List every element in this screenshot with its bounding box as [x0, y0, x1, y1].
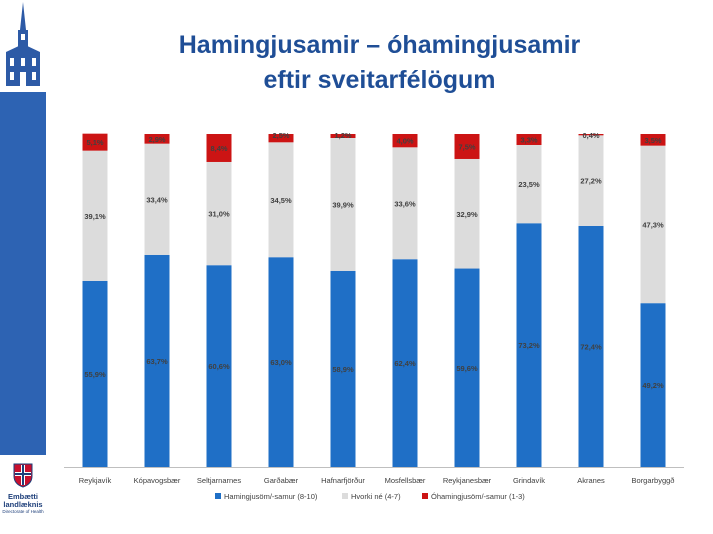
bar-segment-3-7	[454, 134, 480, 159]
bar-segment-2-8	[516, 144, 542, 224]
data-label-1-4: 63,0%	[270, 358, 292, 367]
bar-segment-3-6	[392, 134, 418, 148]
logo-name-line1: Embætti	[8, 492, 38, 501]
bar-segment-1-7	[454, 268, 480, 467]
data-label-3-9: 0,4%	[582, 131, 599, 140]
bar-segment-2-9	[578, 135, 604, 226]
bar-segment-3-8	[516, 134, 542, 145]
data-label-2-10: 47,3%	[642, 220, 664, 229]
data-label-1-6: 62,4%	[394, 359, 416, 368]
data-label-1-2: 63,7%	[146, 357, 168, 366]
data-label-2-8: 23,5%	[518, 180, 540, 189]
data-label-1-9: 72,4%	[580, 342, 602, 351]
x-tick-label-6: Mosfellsbær	[385, 476, 426, 485]
title-line-2: eftir sveitarfélögum	[263, 66, 496, 94]
bar-segment-1-1	[82, 280, 108, 467]
bar-segment-1-6	[392, 259, 418, 467]
x-tick-label-9: Akranes	[577, 476, 605, 485]
data-label-3-6: 4,0%	[396, 137, 413, 146]
data-label-1-5: 58,9%	[332, 365, 354, 374]
data-label-1-7: 59,6%	[456, 364, 478, 373]
bar-segment-3-9	[578, 134, 604, 136]
embaetti-landlaeknis-logo: Embætti landlæknis Directorate of Health	[0, 462, 46, 532]
data-label-2-7: 32,9%	[456, 210, 478, 219]
bar-segment-3-5	[330, 134, 356, 138]
bar-segment-1-10	[640, 303, 666, 467]
church-illustration	[0, 0, 46, 92]
bar-segment-1-3	[206, 265, 232, 467]
legend-label-2: Hvorki né (4-7)	[351, 492, 401, 501]
bar-segment-2-4	[268, 142, 294, 258]
bar-segment-3-2	[144, 134, 170, 144]
x-tick-label-7: Reykjanesbær	[443, 476, 492, 485]
data-label-3-7: 7,5%	[458, 142, 475, 151]
data-label-3-2: 2,9%	[148, 135, 165, 144]
legend-label-3: Óhamingjusöm/-samur (1-3)	[431, 492, 525, 501]
data-label-2-6: 33,6%	[394, 199, 416, 208]
bar-segment-2-5	[330, 137, 356, 271]
bar-segment-1-4	[268, 257, 294, 467]
bar-segment-2-3	[206, 161, 232, 266]
data-label-1-10: 49,2%	[642, 381, 664, 390]
data-label-3-5: 1,2%	[334, 131, 351, 140]
bar-segment-1-2	[144, 254, 170, 467]
bar-segment-3-10	[640, 134, 666, 146]
bar-segment-1-8	[516, 223, 542, 467]
title-line-1: Hamingjusamir – óhamingjusamir	[178, 31, 581, 59]
logo-subtitle: Directorate of Health	[2, 509, 44, 514]
data-label-2-3: 31,0%	[208, 210, 230, 219]
bar-segment-2-6	[392, 147, 418, 260]
data-label-2-4: 34,5%	[270, 196, 292, 205]
x-tick-label-2: Kópavogsbær	[134, 476, 181, 485]
bar-segment-3-3	[206, 134, 232, 162]
x-tick-label-1: Reykjavík	[79, 476, 112, 485]
data-label-2-9: 27,2%	[580, 177, 602, 186]
coat-of-arms-icon	[13, 463, 33, 488]
legend-swatch-1	[215, 493, 221, 499]
bar-segment-1-9	[578, 225, 604, 467]
x-tick-label-10: Borgarbyggð	[632, 476, 675, 485]
data-label-1-8: 73,2%	[518, 341, 540, 350]
data-label-3-8: 3,3%	[520, 135, 537, 144]
legend-swatch-2	[342, 493, 348, 499]
bar-segment-3-4	[268, 134, 294, 143]
legend-swatch-3	[422, 493, 428, 499]
bar-segment-1-5	[330, 270, 356, 467]
data-label-2-1: 39,1%	[84, 212, 106, 221]
data-label-3-4: 2,5%	[272, 131, 289, 140]
data-label-3-1: 5,1%	[86, 138, 103, 147]
bar-segment-2-1	[82, 150, 108, 281]
x-tick-label-3: Seltjarnarnes	[197, 476, 241, 485]
bar-segment-2-7	[454, 158, 480, 269]
data-label-1-1: 55,9%	[84, 370, 106, 379]
legend-label-1: Hamingjusöm/-samur (8-10)	[224, 492, 318, 501]
data-label-1-3: 60,6%	[208, 362, 230, 371]
logo-name-line2: landlæknis	[3, 500, 43, 509]
page-title: Hamingjusamir – óhamingjusamir eftir sve…	[46, 28, 713, 98]
bar-segment-3-1	[82, 133, 108, 151]
x-tick-label-4: Garðabær	[264, 476, 299, 485]
data-label-3-10: 3,5%	[644, 136, 661, 145]
data-label-3-3: 8,4%	[210, 144, 227, 153]
data-label-2-5: 39,9%	[332, 200, 354, 209]
x-tick-label-8: Grindavík	[513, 476, 545, 485]
data-label-2-2: 33,4%	[146, 195, 168, 204]
x-tick-label-5: Hafnarfjörður	[321, 476, 365, 485]
bar-segment-2-2	[144, 143, 170, 255]
bar-segment-2-10	[640, 145, 666, 304]
